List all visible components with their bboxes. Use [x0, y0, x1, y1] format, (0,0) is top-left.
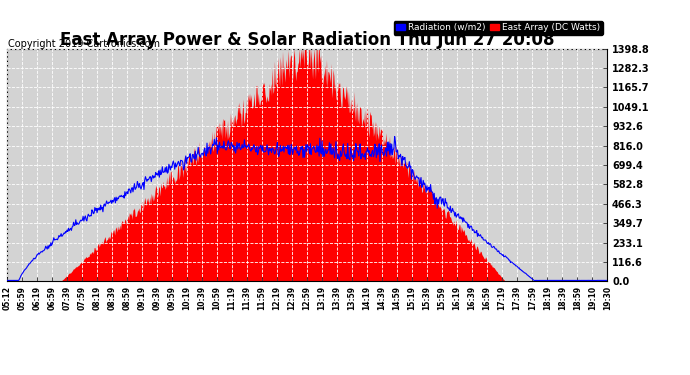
Title: East Array Power & Solar Radiation Thu Jun 27 20:08: East Array Power & Solar Radiation Thu J…	[60, 31, 554, 49]
Legend: Radiation (w/m2), East Array (DC Watts): Radiation (w/m2), East Array (DC Watts)	[394, 21, 602, 35]
Text: Copyright 2019 Cartronics.com: Copyright 2019 Cartronics.com	[8, 39, 159, 50]
